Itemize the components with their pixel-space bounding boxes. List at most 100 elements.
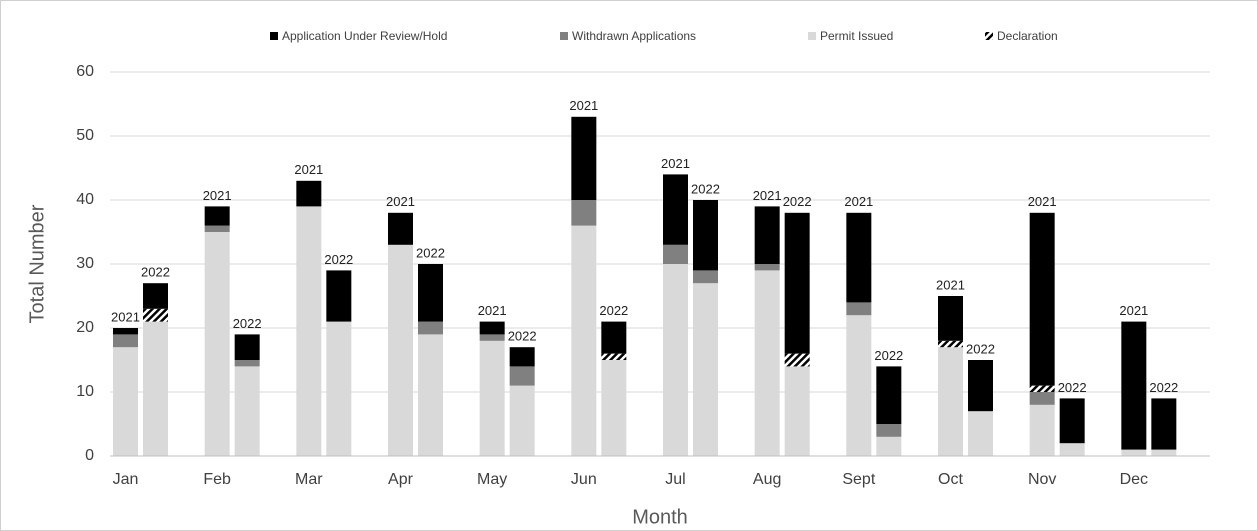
bar-segment	[663, 174, 688, 245]
bar-segment	[968, 360, 993, 412]
y-tick-label: 0	[85, 447, 94, 464]
legend-label: Application Under Review/Hold	[282, 29, 447, 43]
bar-segment	[601, 321, 627, 354]
bar-segment	[234, 360, 260, 367]
group-label: 2022	[599, 303, 628, 318]
bar-segment	[388, 244, 413, 456]
bar-segment	[326, 270, 352, 322]
bar-segment	[1121, 449, 1147, 456]
bar-segment	[479, 321, 505, 335]
x-tick-label: Jan	[113, 471, 139, 488]
group-label: 2022	[324, 252, 353, 267]
x-tick-label: Sept	[842, 471, 875, 488]
bar-segment	[509, 347, 535, 367]
x-tick-label: Mar	[295, 471, 323, 488]
bar-segment	[938, 296, 963, 341]
bar-segment	[1059, 443, 1085, 456]
bar-segment	[113, 328, 138, 335]
group-label: 2022	[233, 316, 262, 331]
bar-segment	[784, 212, 810, 354]
group-label: 2022	[508, 329, 537, 344]
y-tick-label: 40	[76, 191, 94, 208]
bar-segment	[326, 321, 352, 456]
bar-segment	[693, 270, 718, 284]
bar-segment	[601, 360, 627, 456]
bar-segment	[846, 302, 872, 316]
bar-segment	[1029, 385, 1055, 392]
bar-segment	[754, 264, 780, 271]
bar-segment	[1029, 212, 1055, 386]
group-label: 2022	[416, 245, 445, 260]
legend-swatch	[808, 32, 816, 40]
bar-segment	[571, 200, 597, 226]
bar-segment	[418, 264, 443, 322]
y-axis-title: Total Number	[26, 204, 48, 323]
bar-segment	[113, 347, 138, 456]
bar-segment	[784, 366, 810, 456]
group-label: 2021	[203, 188, 232, 203]
legend-swatch	[560, 32, 568, 40]
x-tick-label: Jun	[571, 471, 597, 488]
group-label: 2022	[691, 181, 720, 196]
bar-segment	[1151, 449, 1177, 456]
bar-segment	[113, 334, 138, 348]
bar-segment	[1151, 398, 1177, 450]
bar-segment	[234, 334, 260, 360]
legend-label: Withdrawn Applications	[572, 29, 696, 43]
group-label: 2022	[1058, 380, 1087, 395]
x-tick-label: Apr	[388, 471, 414, 488]
legend-swatch	[985, 32, 993, 40]
bar-segment	[571, 225, 597, 456]
bar-segment	[784, 353, 810, 367]
group-label: 2021	[661, 156, 690, 171]
x-tick-label: Feb	[203, 471, 231, 488]
bar-segment	[846, 212, 872, 303]
bar-segment	[296, 206, 322, 456]
bar-segment	[754, 206, 780, 264]
bar-segment	[938, 340, 963, 348]
bar-segment	[418, 334, 443, 456]
group-label: 2022	[783, 194, 812, 209]
bar-segment	[143, 321, 168, 456]
bar-segment	[509, 385, 535, 456]
y-tick-label: 60	[76, 63, 94, 80]
group-label: 2021	[753, 188, 782, 203]
y-tick-label: 10	[76, 383, 94, 400]
group-label: 2021	[936, 277, 965, 292]
bar-segment	[143, 283, 168, 309]
bar-segment	[1059, 398, 1085, 444]
y-tick-label: 50	[76, 127, 94, 144]
bar-segment	[388, 212, 413, 245]
bar-segment	[846, 315, 872, 456]
group-label: 2021	[111, 309, 140, 324]
bar-segment	[693, 283, 718, 456]
bar-segment	[479, 334, 505, 341]
group-label: 2021	[294, 162, 323, 177]
bar-segment	[204, 206, 230, 226]
x-tick-label: May	[477, 471, 507, 488]
bar-segment	[204, 225, 230, 232]
group-label: 2021	[478, 303, 507, 318]
bar-segment	[693, 200, 718, 271]
x-axis-title: Month	[632, 506, 688, 528]
bar-segment	[418, 321, 443, 335]
group-label: 2022	[874, 348, 903, 363]
y-tick-label: 20	[76, 319, 94, 336]
legend-swatch	[270, 32, 278, 40]
bar-segment	[876, 436, 902, 456]
bar-segment	[479, 340, 505, 456]
x-tick-label: Nov	[1028, 471, 1056, 488]
group-label: 2021	[569, 98, 598, 113]
group-label: 2021	[1028, 194, 1057, 209]
group-label: 2022	[966, 341, 995, 356]
bar-segment	[1029, 392, 1055, 405]
bar-segment	[938, 347, 963, 456]
bar-segment	[296, 180, 322, 207]
bar-segment	[571, 116, 597, 200]
x-tick-label: Dec	[1120, 471, 1148, 488]
bar-segment	[1029, 404, 1055, 456]
x-tick-label: Aug	[753, 471, 781, 488]
bar-segment	[876, 424, 902, 437]
group-label: 2021	[844, 194, 873, 209]
